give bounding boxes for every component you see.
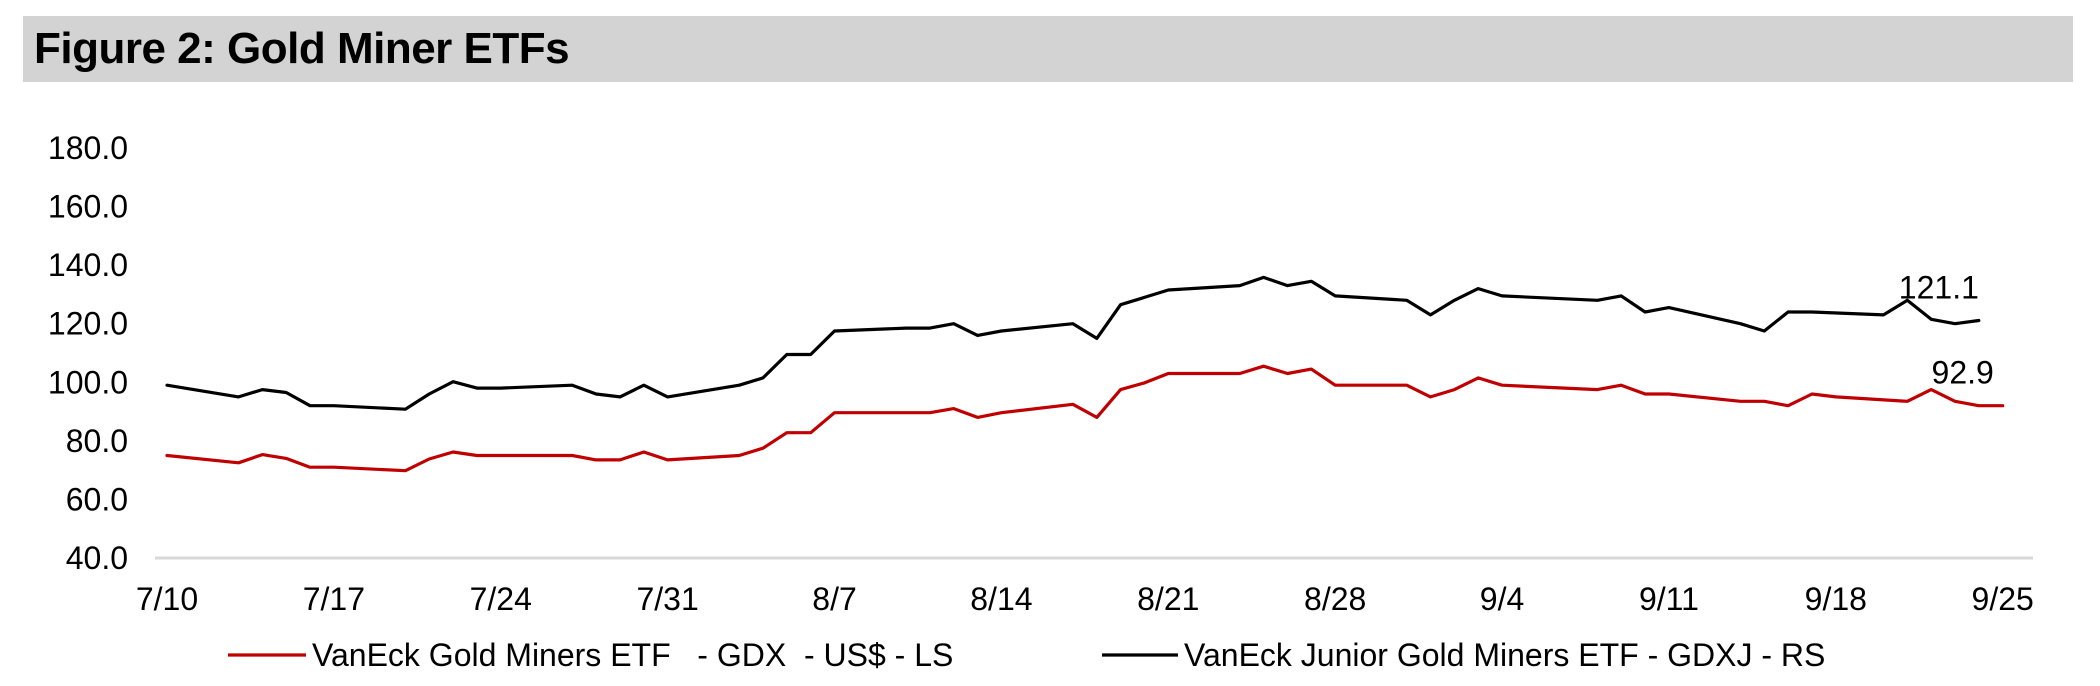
x-tick-label: 9/11 <box>1639 581 1699 617</box>
y-tick-label: 120.0 <box>48 306 128 342</box>
figure-title: Figure 2: Gold Miner ETFs <box>34 24 570 73</box>
x-tick-label: 9/25 <box>1972 581 2034 617</box>
x-tick-label: 7/31 <box>636 581 698 617</box>
chart-legend: VanEck Gold Miners ETF - GDX - US$ - LS V… <box>228 637 1825 673</box>
chart-end-labels: 92.9 121.1 <box>1899 269 1994 390</box>
x-tick-label: 9/18 <box>1805 581 1867 617</box>
end-value-label-gdx: 92.9 <box>1932 355 1994 391</box>
x-tick-label: 8/28 <box>1304 581 1366 617</box>
chart-series <box>165 275 2005 473</box>
y-tick-label: 40.0 <box>66 540 128 576</box>
legend-label-gdxj: VanEck Junior Gold Miners ETF - GDXJ - R… <box>1184 637 1825 673</box>
y-tick-label: 80.0 <box>66 423 128 459</box>
x-tick-label: 7/10 <box>136 581 198 617</box>
chart-axes: 180.0160.0140.0120.0100.080.060.040.07/1… <box>48 130 2034 617</box>
legend-label-gdx: VanEck Gold Miners ETF - GDX - US$ - LS <box>312 637 953 673</box>
y-tick-label: 60.0 <box>66 481 128 517</box>
x-tick-label: 8/14 <box>970 581 1032 617</box>
y-tick-label: 180.0 <box>48 130 128 166</box>
x-tick-label: 7/24 <box>470 581 532 617</box>
y-tick-label: 140.0 <box>48 247 128 283</box>
series-line-gdxj <box>165 275 1981 411</box>
x-tick-label: 7/17 <box>303 581 365 617</box>
y-tick-label: 100.0 <box>48 364 128 400</box>
x-tick-label: 8/21 <box>1137 581 1199 617</box>
x-tick-label: 9/4 <box>1480 581 1524 617</box>
end-value-label-gdxj: 121.1 <box>1899 269 1979 305</box>
x-tick-label: 8/7 <box>812 581 856 617</box>
y-tick-label: 160.0 <box>48 189 128 225</box>
series-line-gdx <box>165 364 2005 473</box>
figure-title-bar: Figure 2: Gold Miner ETFs <box>23 16 2073 82</box>
